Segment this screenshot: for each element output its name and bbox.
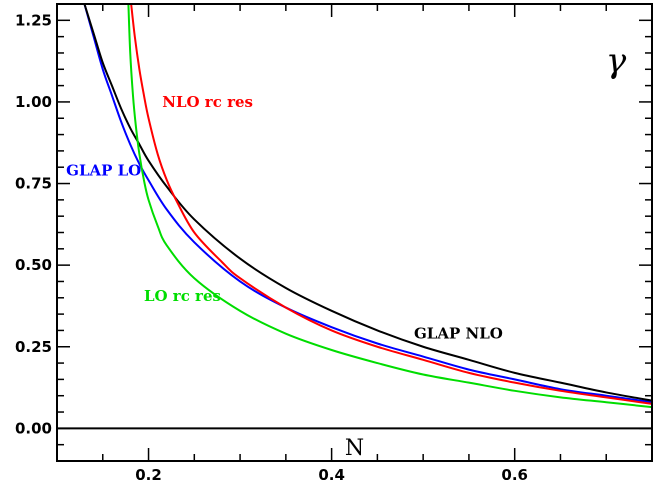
y-tick-label: 1.00 — [15, 93, 52, 111]
series-line-glap-nlo — [83, 4, 652, 402]
y-tick-label: 0.25 — [15, 338, 52, 356]
y-tick-label: 0.50 — [15, 256, 52, 274]
y-tick-label: 1.25 — [15, 11, 52, 29]
curve-label-glap-lo: GLAP LO — [66, 161, 141, 179]
plot-frame — [56, 3, 653, 462]
series-line-lo-rc-res — [127, 4, 652, 409]
x-tick-label: 0.6 — [501, 466, 528, 484]
series-line-nlo-rc-res — [130, 4, 652, 405]
curve-label-nlo-rc-res: NLO rc res — [162, 93, 253, 111]
gamma-symbol: γ — [606, 41, 627, 81]
curve-label-lo-rc-res: LO rc res — [144, 287, 221, 305]
series-line-glap-lo — [83, 4, 652, 404]
x-axis-title: N — [345, 436, 364, 461]
curve-label-glap-nlo: GLAP NLO — [414, 325, 503, 343]
y-tick-label: 0.75 — [15, 175, 52, 193]
y-tick-label: 0.00 — [15, 419, 52, 437]
x-tick-label: 0.4 — [318, 466, 345, 484]
x-tick-label: 0.2 — [135, 466, 162, 484]
